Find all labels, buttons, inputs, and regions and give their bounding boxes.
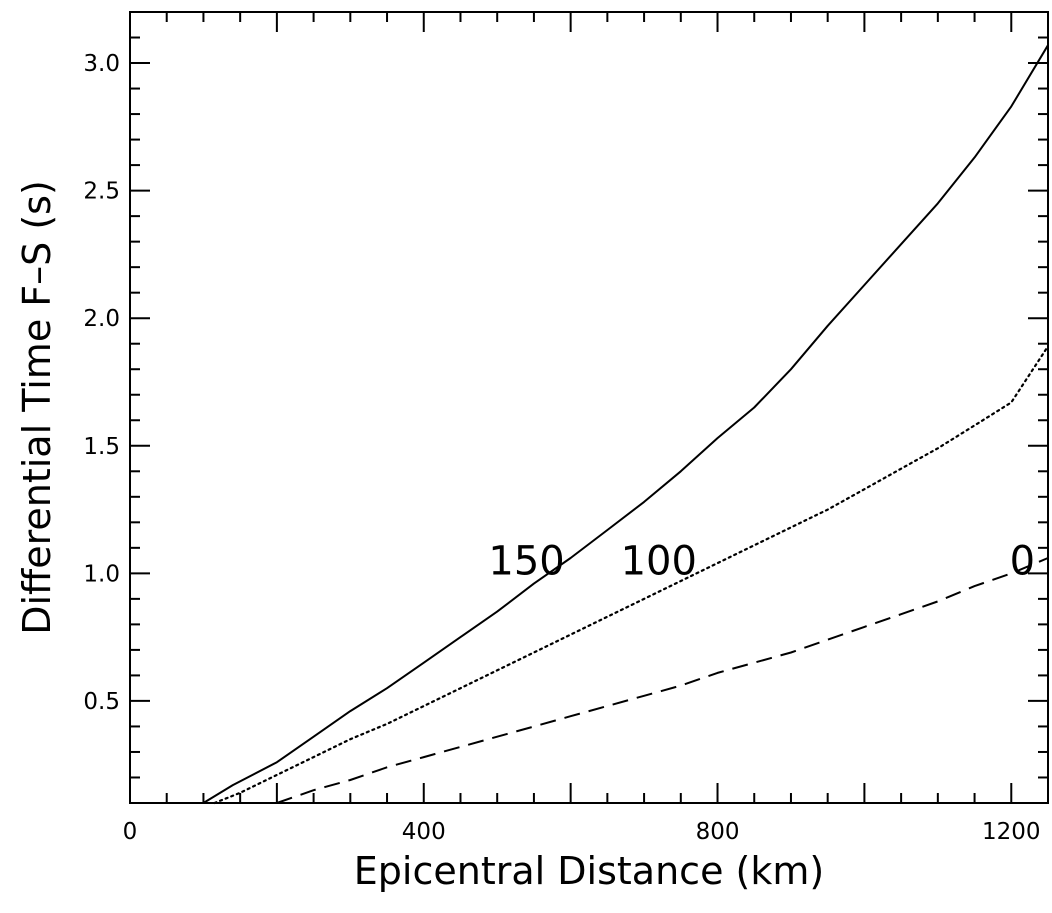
series-line-100 xyxy=(213,345,1050,805)
x-axis-title: Epicentral Distance (km) xyxy=(354,849,824,893)
y-axis-title: Differential Time F–S (s) xyxy=(15,180,59,635)
x-tick-label: 800 xyxy=(696,819,740,845)
y-tick-label: 1.0 xyxy=(83,561,120,587)
curve-labels: 150 100 0 xyxy=(488,539,1035,585)
series-line-150 xyxy=(202,44,1049,804)
y-tick-label: 1.5 xyxy=(83,434,120,460)
series-label-100: 100 xyxy=(621,539,697,585)
y-tick-label: 2.0 xyxy=(83,306,120,332)
plot-frame xyxy=(129,11,1049,804)
y-tick-label: 0.5 xyxy=(83,689,120,715)
series-label-0: 0 xyxy=(1010,539,1035,585)
y-tick-label: 2.5 xyxy=(83,179,120,205)
y-tick-label: 3.0 xyxy=(83,51,120,77)
axis-ticks xyxy=(129,11,1049,803)
series-label-150: 150 xyxy=(488,539,564,585)
x-tick-label: 0 xyxy=(123,819,138,845)
x-tick-label: 1200 xyxy=(982,819,1041,845)
series-layer xyxy=(202,44,1050,805)
tick-labels: 0 400 800 1200 0.5 1.0 1.5 2.0 2.5 3.0 xyxy=(83,51,1040,845)
x-tick-label: 400 xyxy=(402,819,446,845)
series-line-0 xyxy=(276,557,1049,804)
